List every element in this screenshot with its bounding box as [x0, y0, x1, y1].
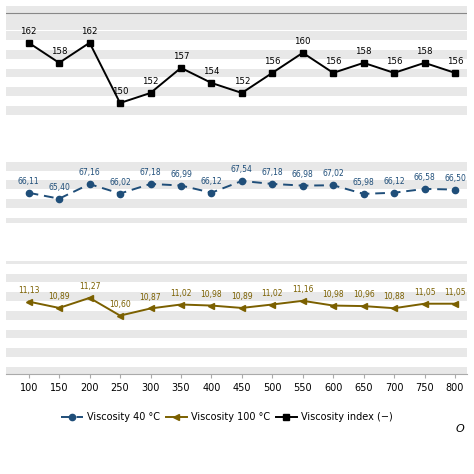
- Text: 10,89: 10,89: [231, 292, 253, 301]
- Bar: [6, 171, 467, 181]
- Bar: [6, 245, 467, 255]
- Text: 10,89: 10,89: [48, 292, 70, 301]
- Bar: [6, 133, 467, 143]
- Bar: [6, 6, 467, 30]
- Text: 10,87: 10,87: [140, 292, 161, 301]
- Text: 65,98: 65,98: [353, 178, 374, 187]
- Text: 157: 157: [173, 52, 189, 61]
- Bar: [6, 357, 467, 367]
- Text: 66,58: 66,58: [414, 173, 436, 182]
- Text: 10,98: 10,98: [201, 290, 222, 299]
- Text: 11,02: 11,02: [170, 289, 191, 298]
- Bar: [6, 227, 467, 237]
- Text: 66,12: 66,12: [201, 177, 222, 186]
- Text: 67,18: 67,18: [140, 168, 161, 177]
- Legend: Viscosity 40 °C, Viscosity 100 °C, Viscosity index (−): Viscosity 40 °C, Viscosity 100 °C, Visco…: [57, 409, 397, 426]
- Text: 66,02: 66,02: [109, 178, 131, 187]
- Bar: [6, 320, 467, 330]
- Bar: [6, 208, 467, 218]
- Text: 11,27: 11,27: [79, 282, 100, 291]
- Bar: [6, 59, 467, 69]
- Bar: [6, 115, 467, 125]
- Bar: [6, 3, 467, 13]
- Text: 11,05: 11,05: [444, 288, 466, 297]
- Bar: [6, 264, 467, 274]
- Text: 66,98: 66,98: [292, 170, 314, 179]
- Bar: [6, 338, 467, 348]
- Text: 66,99: 66,99: [170, 170, 192, 179]
- Bar: [6, 21, 467, 31]
- Bar: [6, 223, 467, 261]
- Bar: [6, 152, 467, 162]
- Text: 10,98: 10,98: [322, 290, 344, 299]
- Text: 150: 150: [112, 87, 128, 96]
- Text: 160: 160: [294, 37, 311, 46]
- Text: 156: 156: [264, 57, 281, 66]
- Text: 154: 154: [203, 67, 219, 76]
- Text: 158: 158: [51, 47, 67, 56]
- Text: 10,88: 10,88: [383, 292, 405, 301]
- Text: 11,02: 11,02: [262, 289, 283, 298]
- Text: 67,18: 67,18: [262, 168, 283, 177]
- Bar: [6, 96, 467, 106]
- Text: 11,16: 11,16: [292, 285, 313, 294]
- Text: 11,05: 11,05: [414, 288, 436, 297]
- Text: 158: 158: [356, 47, 372, 56]
- Text: 11,13: 11,13: [18, 286, 39, 295]
- Bar: [6, 122, 467, 156]
- Text: 152: 152: [142, 77, 159, 86]
- Text: 67,02: 67,02: [322, 169, 344, 178]
- Text: 66,12: 66,12: [383, 177, 405, 186]
- Text: 65,40: 65,40: [48, 183, 70, 191]
- Text: 67,16: 67,16: [79, 168, 100, 177]
- Text: 156: 156: [447, 57, 463, 66]
- Text: O: O: [456, 424, 464, 434]
- Text: 152: 152: [234, 77, 250, 86]
- Bar: [6, 283, 467, 292]
- Text: 66,50: 66,50: [444, 173, 466, 182]
- Bar: [6, 77, 467, 87]
- Text: 66,11: 66,11: [18, 177, 39, 186]
- Text: 10,60: 10,60: [109, 300, 131, 309]
- Text: 158: 158: [416, 47, 433, 56]
- Text: 156: 156: [386, 57, 402, 66]
- Text: 156: 156: [325, 57, 341, 66]
- Bar: [6, 189, 467, 199]
- Bar: [6, 301, 467, 311]
- Text: 162: 162: [82, 27, 98, 36]
- Text: 67,54: 67,54: [231, 165, 253, 174]
- Bar: [6, 40, 467, 50]
- Text: 10,96: 10,96: [353, 290, 374, 299]
- Text: 162: 162: [20, 27, 37, 36]
